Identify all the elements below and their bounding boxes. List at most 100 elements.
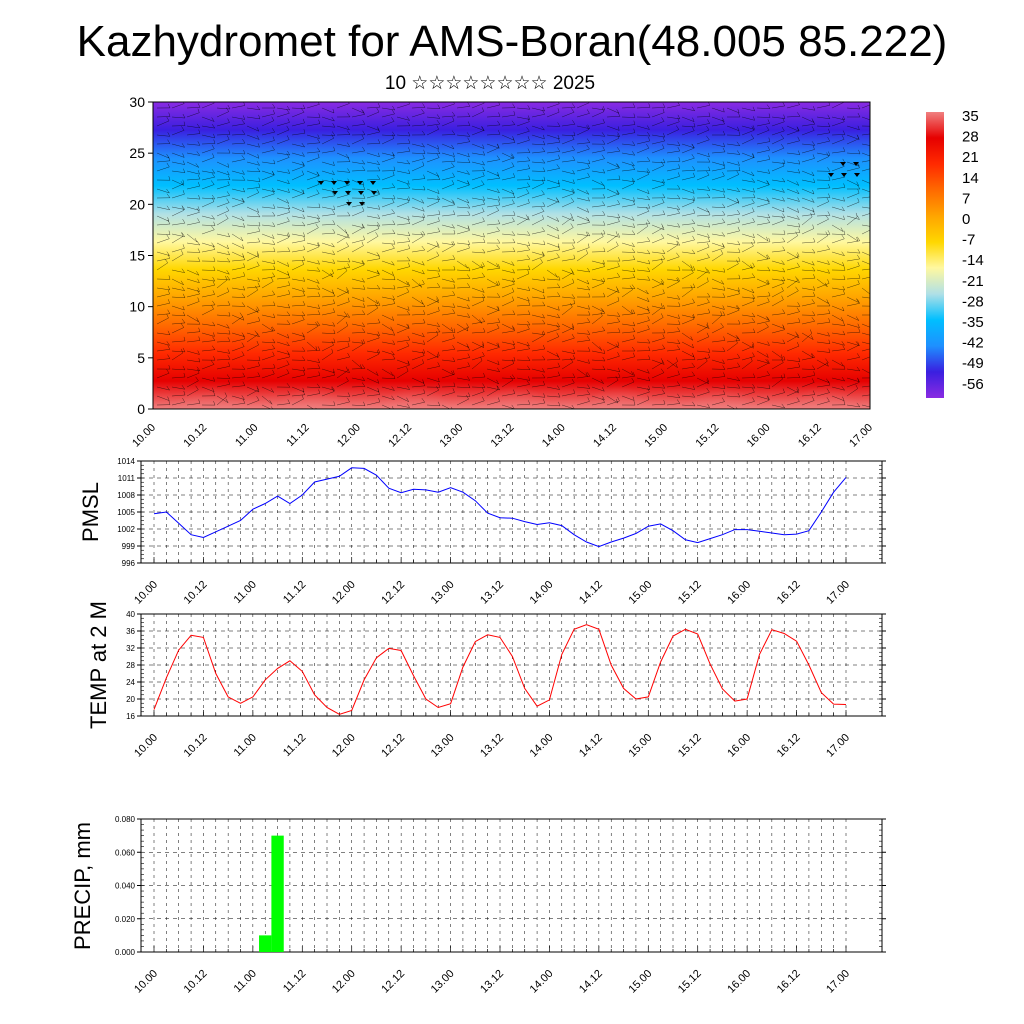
wind-barb (576, 172, 590, 181)
wind-barb (306, 242, 320, 247)
wind-barb (246, 161, 261, 166)
wind-barb (651, 400, 666, 406)
wind-barb (216, 275, 228, 289)
wind-barb (816, 176, 831, 181)
wind-barb (336, 232, 349, 244)
wind-barb (291, 214, 306, 219)
wind-barb (456, 226, 470, 235)
wind-barb (381, 314, 395, 321)
wind-barb (351, 339, 366, 344)
wind-barb (186, 289, 200, 298)
wind-barb (156, 188, 170, 194)
wind-barb (681, 116, 695, 122)
wind-barb (666, 381, 681, 388)
wind-barb (351, 382, 366, 388)
wind-barb (651, 233, 665, 244)
wind-barb (216, 374, 231, 379)
wind-barb (606, 395, 619, 404)
wind-barb (726, 150, 741, 155)
wind-barb (636, 156, 651, 163)
wind-barb (516, 245, 531, 253)
wind-barb (246, 105, 261, 111)
wind-barb (456, 240, 471, 245)
wind-barb (426, 149, 441, 154)
wind-barb (171, 113, 186, 119)
wind-barb (531, 134, 545, 140)
wind-barb (801, 210, 816, 217)
wind-barb (741, 341, 754, 349)
wind-barb (561, 223, 574, 235)
wind-barb (246, 251, 259, 262)
wind-barb (321, 338, 336, 343)
wind-barb (201, 276, 216, 282)
wind-barb (831, 341, 846, 346)
wind-barb (741, 273, 756, 280)
wind-barb (651, 254, 666, 262)
wind-barb (186, 123, 201, 129)
wind-barb (816, 152, 830, 163)
wind-barb (246, 237, 261, 244)
wind-barb (666, 117, 680, 127)
wind-barb (231, 197, 245, 203)
wind-barb (486, 264, 501, 271)
x-tick-label: 13.00 (429, 732, 457, 760)
wind-barb (576, 144, 590, 154)
wind-barb (771, 206, 785, 213)
wind-barb (441, 388, 455, 397)
wind-barb (231, 223, 246, 228)
wind-barb (201, 116, 215, 122)
wind-barb (861, 377, 870, 379)
wind-barb (261, 404, 274, 409)
wind-barb (306, 383, 321, 389)
wind-barb (456, 158, 471, 163)
x-tick-label: 12.12 (379, 579, 407, 607)
wind-barb (531, 251, 545, 256)
wind-barb (546, 305, 560, 311)
wind-barb (786, 386, 799, 394)
wind-barb (696, 387, 710, 397)
x-tick-label: 13.00 (429, 968, 457, 996)
wind-barb (516, 320, 531, 326)
x-tick-label: 10.00 (132, 732, 160, 760)
wind-barb (351, 364, 366, 370)
wind-barb (651, 304, 665, 310)
x-tick-label: 10.00 (132, 968, 160, 996)
wind-barb (801, 188, 815, 195)
wind-barb (531, 176, 546, 182)
wind-barb (216, 107, 230, 118)
wind-barb (591, 107, 605, 118)
wind-barb (456, 260, 469, 269)
wind-barb (801, 212, 813, 226)
wind-barb (186, 141, 201, 146)
wind-barb (846, 134, 860, 145)
x-tick-label: 16.12 (775, 579, 803, 607)
wind-barb (756, 322, 769, 334)
wind-barb (561, 357, 574, 370)
wind-barb (606, 146, 621, 154)
wind-barb (516, 400, 531, 406)
wind-barb (636, 206, 650, 217)
wind-barb (591, 278, 605, 289)
wind-barb (561, 179, 575, 184)
x-tick-label: 14.12 (577, 968, 605, 996)
wind-barb (861, 224, 870, 227)
wind-barb (171, 102, 185, 109)
wind-barb (441, 240, 456, 246)
wind-barb (561, 333, 575, 343)
wind-barb (501, 173, 515, 181)
wind-barb (291, 366, 306, 372)
wind-barb (831, 400, 846, 406)
wind-barb (847, 184, 861, 190)
wind-barb (261, 189, 275, 199)
wind-barb (291, 108, 305, 118)
wind-barb (591, 386, 605, 392)
wind-barb (306, 285, 321, 290)
wind-barb (471, 160, 486, 166)
wind-barb (546, 401, 561, 407)
x-tick-label: 12.00 (330, 732, 358, 760)
wind-barb (666, 157, 681, 163)
wind-barb (696, 403, 711, 409)
y-tick-label: 24 (126, 678, 135, 687)
wind-barb (276, 247, 291, 253)
